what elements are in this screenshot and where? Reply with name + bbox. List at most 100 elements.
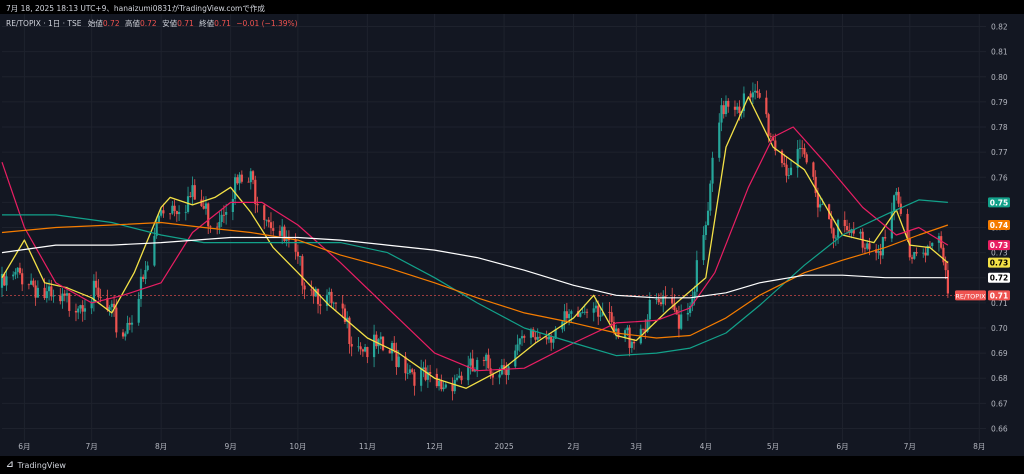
candle-body <box>303 285 306 290</box>
candle-body <box>554 329 557 339</box>
candle-body <box>686 312 689 315</box>
candle-body <box>112 303 116 308</box>
candle-body <box>422 367 425 370</box>
candle-body <box>0 273 4 288</box>
candle-body <box>942 247 945 263</box>
y-tick-label: 0.70 <box>991 324 1008 333</box>
candle-body <box>899 203 902 214</box>
candle-body <box>879 251 882 256</box>
candle-body <box>21 273 24 285</box>
low-value: 0.71 <box>177 19 194 28</box>
y-tick-label: 0.82 <box>991 23 1008 32</box>
candle-body <box>175 211 178 215</box>
candle-body <box>664 296 667 298</box>
x-tick-label: 12月 <box>426 442 443 451</box>
candle-body <box>404 356 407 374</box>
candle-body <box>498 374 501 378</box>
tradingview-brand[interactable]: ⊿ TradingView <box>6 460 66 470</box>
candle-body <box>27 284 30 286</box>
symbol-tag-label: RE/TOPIX <box>955 292 986 300</box>
candle-body <box>328 291 331 295</box>
candle-body <box>832 228 835 239</box>
candle-body <box>467 365 470 381</box>
candle-body <box>263 205 266 221</box>
candle-body <box>767 114 770 137</box>
candle-body <box>940 236 943 248</box>
candle-body <box>63 293 66 296</box>
candle-body <box>646 319 649 332</box>
candle-body <box>706 210 710 226</box>
candle-body <box>231 198 234 212</box>
candle-body <box>785 164 788 176</box>
candle-body <box>552 338 555 343</box>
candle-body <box>171 205 174 214</box>
candle-body <box>372 334 376 358</box>
candle-body <box>641 328 645 330</box>
candle-body <box>893 195 896 212</box>
candle-body <box>852 229 855 234</box>
candle-body <box>115 307 118 333</box>
candle-body <box>632 341 636 344</box>
candle-body <box>576 311 580 317</box>
y-tick-label: 0.68 <box>991 374 1008 383</box>
candle-body <box>890 211 893 239</box>
candle-body <box>16 267 19 272</box>
candle-body <box>482 359 486 361</box>
candle-body <box>153 235 156 266</box>
candle-body <box>724 100 728 115</box>
candle-body <box>139 276 143 299</box>
candle-body <box>238 174 241 184</box>
price-tag-label: 0.73 <box>990 259 1009 268</box>
candle-body <box>944 262 947 271</box>
y-tick-label: 0.71 <box>991 299 1008 308</box>
candle-body <box>160 210 163 216</box>
candle-body <box>128 322 131 325</box>
candle-body <box>390 342 394 354</box>
candle-body <box>875 249 878 253</box>
candle-body <box>485 354 488 361</box>
candle-body <box>814 176 817 194</box>
candle-body <box>81 305 84 312</box>
candle-body <box>357 346 360 348</box>
candle-body <box>314 288 317 297</box>
symbol-label: RE/TOPIX · 1日 · TSE <box>6 19 82 28</box>
candle-body <box>424 367 427 380</box>
candle-body <box>615 328 618 332</box>
candle-body <box>285 239 288 241</box>
candle-body <box>45 291 48 299</box>
candle-body <box>897 191 900 204</box>
candle-body <box>736 106 739 110</box>
candle-body <box>859 231 862 234</box>
candle-body <box>406 372 409 374</box>
candle-body <box>14 271 17 275</box>
candle-body <box>597 305 600 317</box>
y-tick-label: 0.66 <box>991 424 1008 433</box>
candle-body <box>191 185 194 197</box>
candle-body <box>585 311 589 313</box>
price-tag-label: 0.72 <box>990 274 1009 283</box>
candle-body <box>52 295 55 297</box>
price-tag-box <box>988 290 1010 301</box>
candle-body <box>567 313 571 319</box>
candle-body <box>144 269 147 279</box>
price-tag-box <box>988 197 1010 208</box>
candle-body <box>830 219 833 229</box>
candle-body <box>460 375 463 381</box>
candle-body <box>106 297 109 310</box>
candle-body <box>693 291 696 299</box>
candle-body <box>325 294 329 306</box>
high-label: 高値 <box>124 19 140 28</box>
x-tick-label: 2月 <box>567 442 579 451</box>
candle-body <box>812 162 815 177</box>
candle-body <box>769 136 772 137</box>
candle-body <box>689 305 692 313</box>
candle-body <box>754 90 757 93</box>
candle-body <box>532 329 535 338</box>
candle-body <box>346 317 349 322</box>
candle-body <box>570 311 573 314</box>
candle-body <box>411 369 414 373</box>
candle-body <box>751 92 754 98</box>
candle-body <box>608 311 611 313</box>
